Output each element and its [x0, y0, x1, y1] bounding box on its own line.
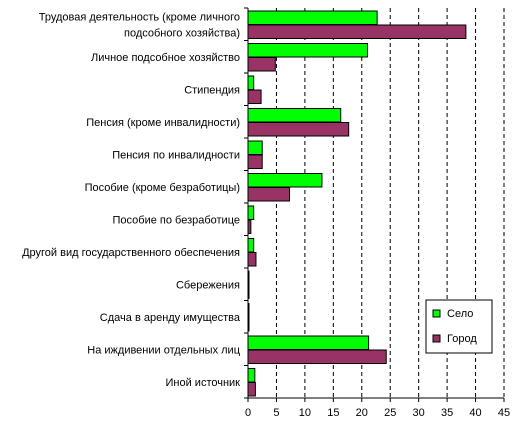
axes — [244, 7, 505, 402]
bar-gorod — [247, 122, 350, 137]
category-label: Сбережения — [176, 279, 240, 291]
bar-selo — [247, 335, 370, 350]
x-tick-label: 35 — [441, 407, 453, 419]
bar-selo — [247, 368, 256, 383]
x-tick-label: 25 — [384, 407, 396, 419]
category-label: Сдача в аренду имущества — [100, 312, 241, 324]
bars — [247, 10, 467, 397]
bar-gorod — [247, 89, 262, 104]
bar-gorod — [247, 349, 387, 364]
category-label: Пособие по безработице — [113, 214, 241, 226]
bar-selo — [247, 108, 342, 123]
bar-selo — [247, 43, 368, 58]
category-label: Пособие (кроме безработицы) — [85, 182, 240, 194]
category-label: Стипендия — [184, 84, 240, 96]
category-label: подсобного хозяйства) — [124, 27, 240, 39]
legend: Село Город — [425, 299, 493, 354]
category-label: Личное подсобное хозяйство — [91, 52, 240, 64]
bar-selo — [247, 10, 378, 25]
category-labels: Трудовая деятельность (кроме личного подс… — [22, 11, 241, 389]
legend-swatch — [432, 309, 441, 318]
legend-box — [425, 299, 493, 354]
x-tick-label: 30 — [413, 407, 425, 419]
x-tick-label: 5 — [273, 407, 279, 419]
category-label: Трудовая деятельность (кроме личного — [39, 11, 240, 23]
bar-gorod — [247, 57, 276, 72]
bar-selo — [247, 205, 255, 220]
x-tick-label: 45 — [498, 407, 510, 419]
category-label: Другой вид государственного обеспечения — [22, 247, 240, 259]
bar-selo — [247, 173, 323, 188]
category-label: На иждивении отдельных лиц — [87, 344, 240, 356]
legend-swatch — [432, 334, 441, 343]
x-tick-label: 0 — [245, 407, 251, 419]
bar-selo — [247, 238, 255, 253]
bar-gorod — [247, 252, 257, 267]
category-label: Иной источник — [166, 377, 241, 389]
bar-gorod — [247, 24, 467, 39]
x-tick-label: 15 — [327, 407, 339, 419]
legend-label: Село — [447, 308, 473, 320]
x-tick-label: 40 — [469, 407, 481, 419]
category-label: Пенсия по инвалидности — [112, 149, 240, 161]
legend-label: Город — [447, 333, 477, 345]
bar-gorod — [247, 154, 263, 169]
bar-gorod — [247, 382, 256, 397]
x-tick-labels: 0 5 10 15 20 25 30 35 40 45 — [245, 407, 510, 419]
category-label: Пенсия (кроме инвалидности) — [86, 117, 240, 129]
bar-gorod — [247, 187, 291, 202]
x-tick-label: 20 — [356, 407, 368, 419]
bar-selo — [247, 140, 263, 155]
bar-selo — [247, 75, 255, 90]
x-tick-label: 10 — [299, 407, 311, 419]
